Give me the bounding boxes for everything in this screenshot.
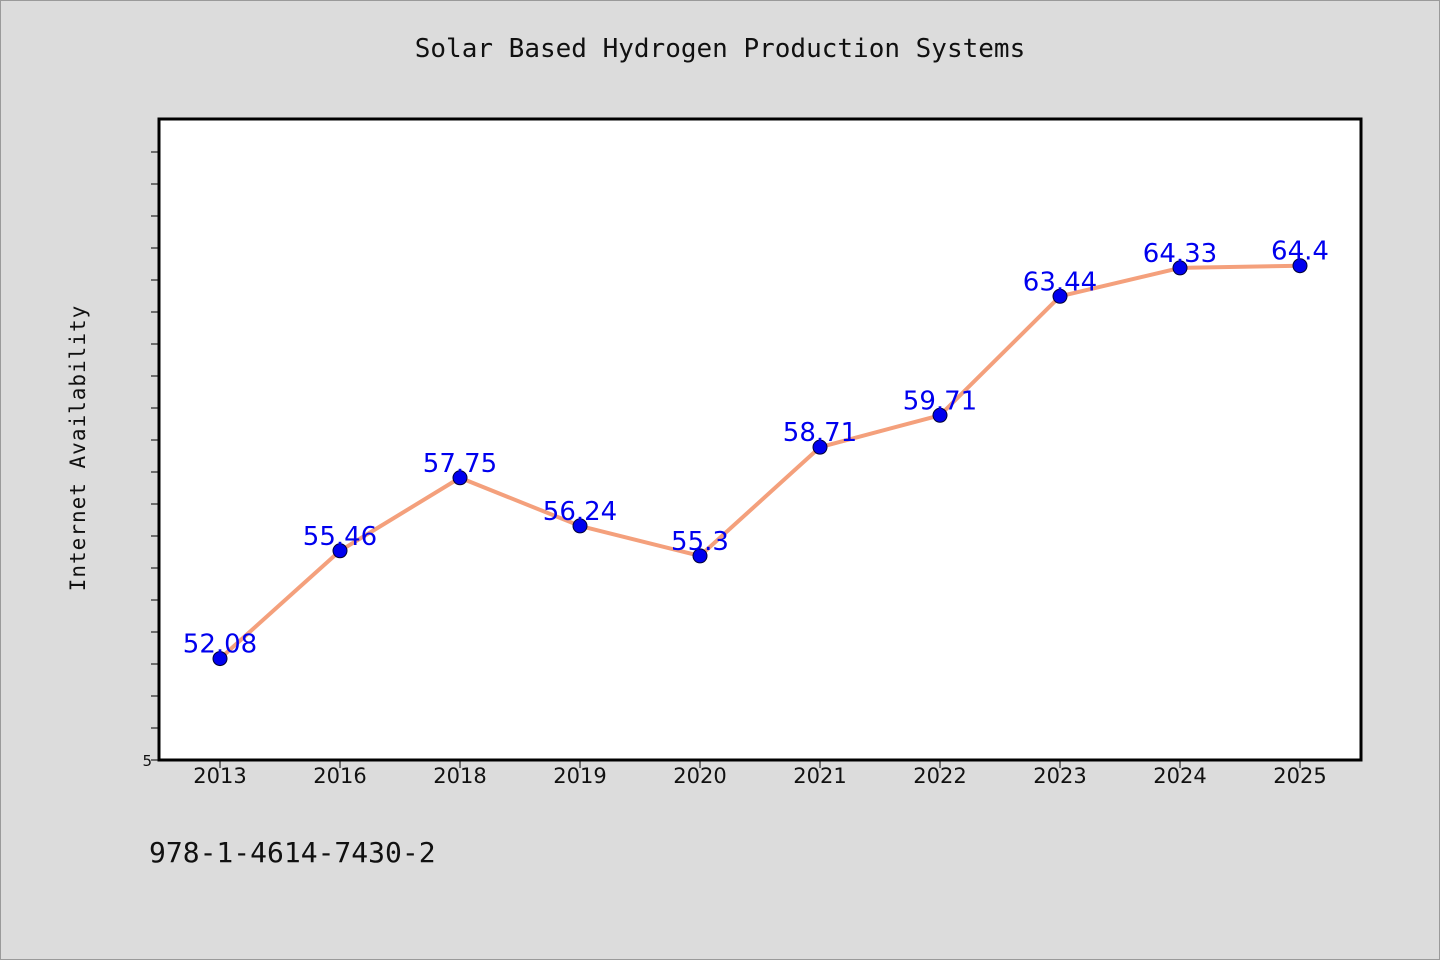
- data-point: [212, 651, 228, 667]
- y-axis-ticks: 5: [142, 151, 159, 770]
- chart-title: Solar Based Hydrogen Production Systems: [414, 34, 1026, 64]
- data-point: [1292, 258, 1308, 274]
- data-label: 57.75: [423, 449, 497, 479]
- data-label: 55.3: [671, 527, 729, 557]
- x-tick-label: 2013: [193, 764, 246, 788]
- data-point: [572, 518, 588, 534]
- x-tick-label: 2018: [433, 764, 486, 788]
- data-label: 64.33: [1143, 239, 1217, 269]
- data-label: 56.24: [543, 497, 617, 527]
- series-line: [218, 263, 1302, 661]
- data-point: [452, 470, 468, 486]
- markers-group: [212, 258, 1308, 667]
- data-point: [1172, 260, 1188, 276]
- x-tick-label: 2025: [1273, 764, 1326, 788]
- data-point: [692, 548, 708, 564]
- x-tick-label: 2016: [313, 764, 366, 788]
- data-label: 64.4: [1271, 237, 1329, 267]
- x-tick-label: 2021: [793, 764, 846, 788]
- series-line-group: [218, 263, 1302, 661]
- data-label: 63.44: [1023, 267, 1097, 297]
- x-tick-label: 2023: [1033, 764, 1086, 788]
- data-label: 58.71: [783, 418, 857, 448]
- data-labels-group: 52.08 55.46 57.75 56.24 55.3 58.71 59.71 63.44 6…: [183, 237, 1329, 660]
- data-label: 55.46: [303, 522, 377, 552]
- x-tick-label: 2020: [673, 764, 726, 788]
- data-point: [332, 543, 348, 559]
- data-point: [932, 407, 948, 423]
- x-axis-ticks: 2013 2016 2018 2019 2020 2021 2022 2023 2024 2025: [193, 760, 1327, 788]
- x-tick-label: 2022: [913, 764, 966, 788]
- y-tick-label: 5: [142, 752, 152, 770]
- x-tick-label: 2024: [1153, 764, 1206, 788]
- data-label: 52.08: [183, 630, 257, 660]
- x-tick-label: 2019: [553, 764, 606, 788]
- data-label: 59.71: [903, 386, 977, 416]
- plot-area: [157, 117, 1363, 762]
- data-point: [812, 439, 828, 455]
- footnote: 978-1-4614-7430-2: [149, 836, 436, 869]
- data-point: [1052, 288, 1068, 304]
